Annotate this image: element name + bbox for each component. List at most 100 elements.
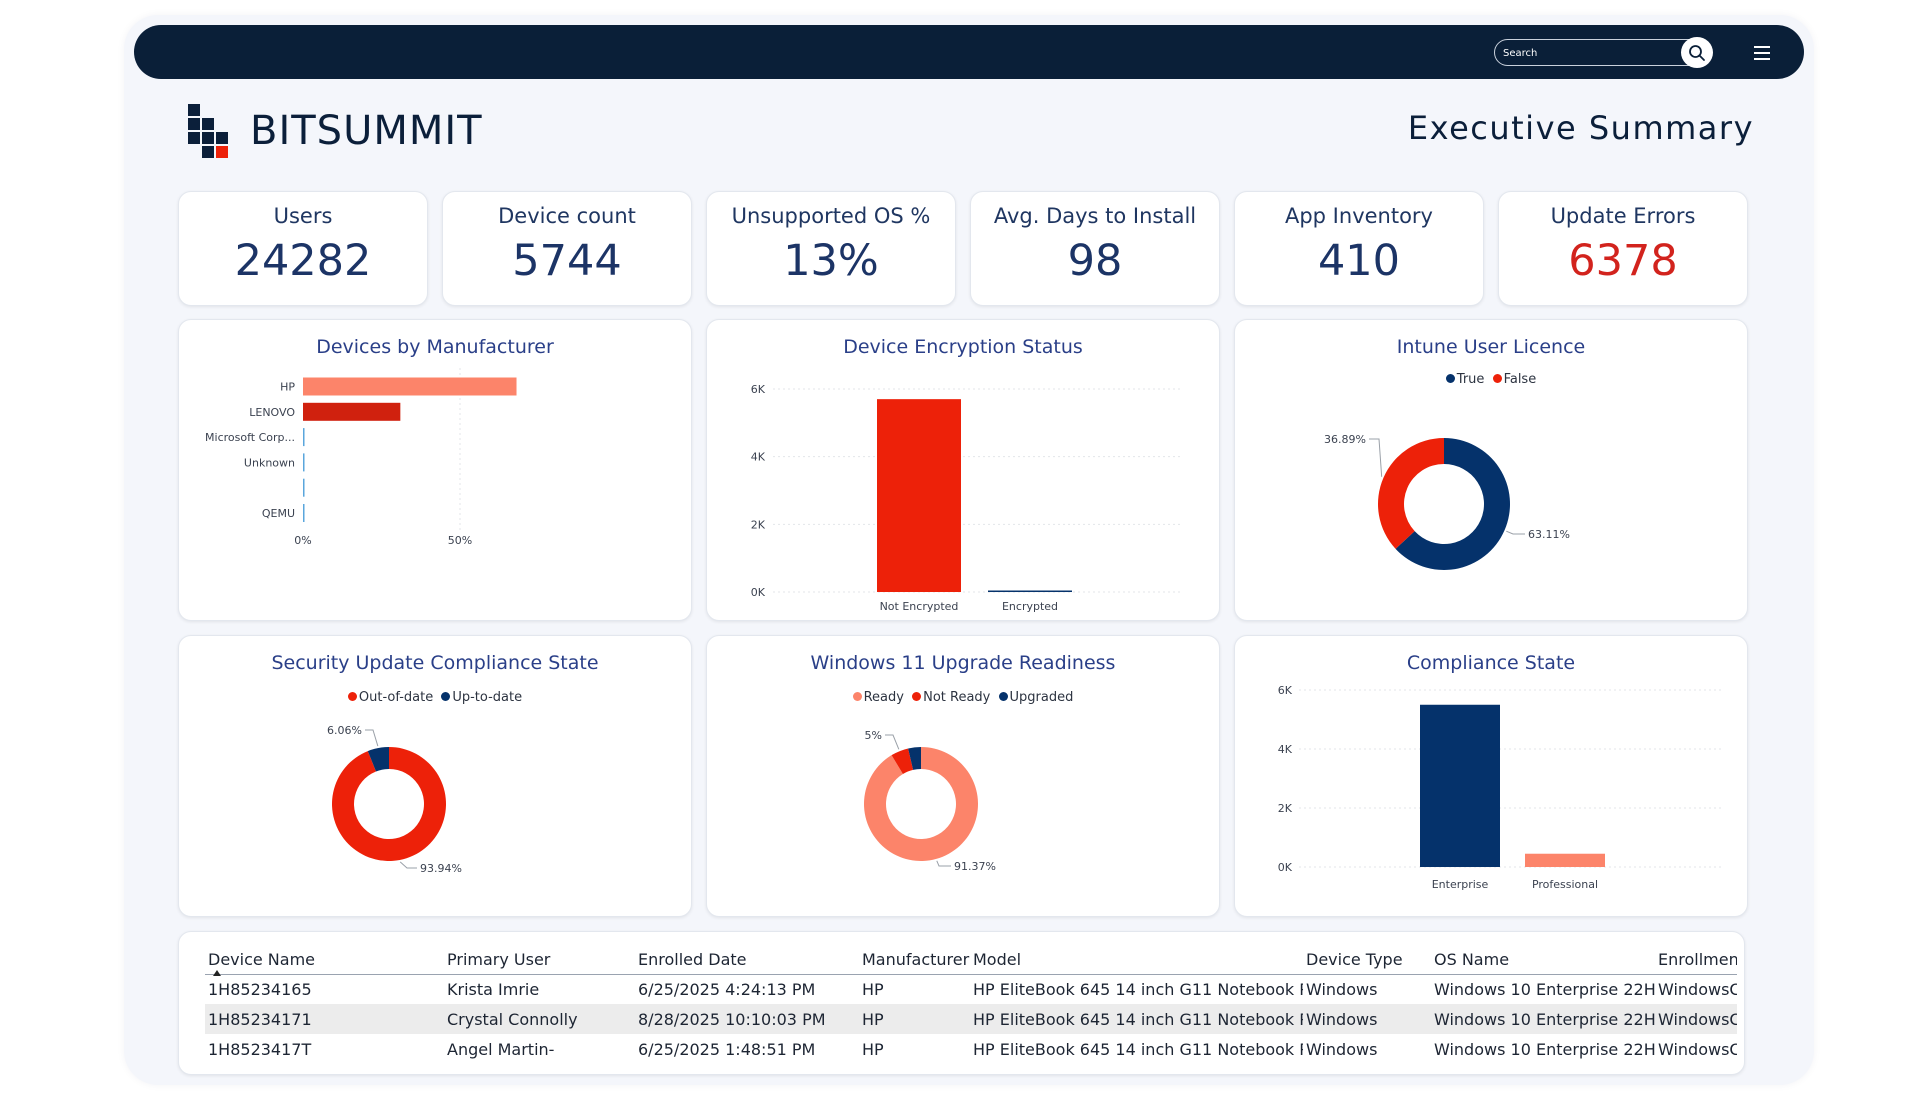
kpi-label: Device count	[498, 204, 636, 228]
column-header-model[interactable]: Model	[970, 946, 1303, 975]
table-cell: 1H8523417T	[208, 1039, 312, 1059]
column-header-device-type[interactable]: Device Type	[1303, 946, 1431, 975]
kpi-card-unsupported-os: Unsupported OS % 13%	[706, 191, 956, 306]
category-label: Encrypted	[1002, 600, 1058, 613]
bar	[303, 402, 401, 421]
bar	[1420, 704, 1500, 867]
chart-legend: Ready Not Ready Upgraded	[707, 690, 1219, 705]
legend-item[interactable]: Not Ready	[912, 690, 990, 705]
table-cell: HP	[862, 979, 884, 999]
kpi-value: 24282	[234, 236, 372, 286]
kpi-card-update-errors: Update Errors 6378	[1498, 191, 1748, 306]
legend-label: Ready	[863, 690, 904, 705]
chart-card-windows11-readiness: Windows 11 Upgrade Readiness Ready Not R…	[706, 635, 1220, 917]
table-cell: Krista Imrie	[447, 979, 540, 999]
table-cell: 8/28/2025 10:10:03 PM	[635, 1004, 859, 1034]
table-row[interactable]: 1H85234165 Krista Imrie 6/25/2025 4:24:1…	[205, 974, 1737, 1004]
legend-item[interactable]: Upgraded	[998, 690, 1073, 705]
column-header-device-name[interactable]: Device Name	[205, 946, 444, 975]
page-title: Executive Summary	[1407, 109, 1754, 147]
column-header-primary-user[interactable]: Primary User	[444, 946, 635, 975]
tick-label: 6K	[751, 383, 766, 396]
column-header-enrolled-date[interactable]: Enrolled Date	[635, 946, 859, 975]
callout-line	[365, 729, 379, 747]
bar	[303, 504, 305, 522]
kpi-label: Update Errors	[1550, 204, 1696, 228]
legend-swatch	[912, 692, 922, 701]
chart-card-device-encryption: Device Encryption Status 0K 2K 4K 6K Not Enc…	[706, 319, 1220, 621]
chart-card-compliance-state: Compliance State 0K 2K 4K 6K Enterprise Profe…	[1234, 635, 1748, 917]
legend-item[interactable]: Up-to-date	[441, 690, 522, 705]
data-label: 6.06%	[327, 724, 362, 737]
legend-swatch	[441, 692, 451, 701]
column-header-os-name[interactable]: OS Name	[1431, 946, 1655, 975]
table-row[interactable]: 1H85234171 Crystal Connolly 8/28/2025 10…	[205, 1004, 1737, 1034]
legend-item[interactable]: False	[1492, 372, 1536, 387]
table-cell: 6/25/2025 1:48:51 PM	[638, 1039, 816, 1059]
callout-line	[399, 861, 417, 869]
bar	[303, 377, 517, 396]
table-cell: WindowsC	[1658, 1039, 1737, 1059]
donut-slice	[367, 747, 389, 772]
data-label: 93.94%	[420, 862, 462, 875]
donut-slice	[1395, 438, 1510, 570]
category-label: Not Encrypted	[880, 600, 959, 613]
callout-line	[936, 860, 951, 867]
tick-label: 6K	[1278, 684, 1293, 697]
column-header-enrollment[interactable]: Enrollmen	[1655, 946, 1737, 975]
donut-slice	[864, 747, 978, 861]
search-button[interactable]	[1681, 37, 1713, 68]
kpi-value: 5744	[512, 236, 622, 286]
chart-title: Device Encryption Status	[843, 336, 1083, 358]
kpi-value: 410	[1317, 236, 1401, 286]
legend-label: True	[1456, 372, 1485, 387]
security-update-chart: 93.94% 6.06%	[327, 724, 462, 875]
legend-swatch	[347, 692, 357, 701]
kpi-card-device-count: Device count 5744	[442, 191, 692, 306]
column-header-manufacturer[interactable]: Manufacturer	[859, 946, 970, 975]
bar	[303, 453, 305, 472]
legend-item[interactable]: Out-of-date	[347, 690, 433, 705]
data-label: 63.11%	[1528, 528, 1570, 541]
table-cell: Windows 10 Enterprise 22H2	[1431, 1004, 1655, 1034]
windows11-readiness-chart: 91.37% 5%	[864, 729, 996, 873]
bar	[303, 478, 305, 497]
kpi-label: Unsupported OS %	[731, 204, 931, 228]
devices-table: Device Name Primary User Enrolled Date M…	[205, 946, 1737, 1064]
kpi-value: 98	[1067, 236, 1123, 286]
donut-slice	[332, 747, 447, 861]
legend-swatch	[1445, 374, 1455, 383]
hamburger-menu-icon[interactable]	[1754, 46, 1774, 62]
search-input[interactable]	[1503, 44, 1653, 62]
bar	[988, 590, 1072, 593]
devices-table-card: Device Name Primary User Enrolled Date M…	[178, 931, 1745, 1075]
kpi-label: Avg. Days to Install	[993, 204, 1197, 228]
legend-swatch	[852, 692, 862, 701]
donut-slice	[1378, 438, 1444, 549]
legend-item[interactable]: Ready	[852, 690, 904, 705]
table-cell: WindowsC	[1658, 979, 1737, 999]
chart-title: Devices by Manufacturer	[316, 336, 554, 358]
kpi-card-avg-days-to-install: Avg. Days to Install 98	[970, 191, 1220, 306]
tick-label: 50%	[448, 534, 472, 547]
kpi-label: App Inventory	[1284, 204, 1433, 228]
callout-line	[1369, 438, 1383, 477]
kpi-value: 6378	[1568, 236, 1678, 286]
legend-item[interactable]: True	[1445, 372, 1485, 387]
chart-title: Intune User Licence	[1396, 336, 1586, 358]
devices-by-manufacturer-chart: HP LENOVO Microsoft Corp... Unknown QEMU 0% 50…	[205, 368, 517, 547]
category-label: Microsoft Corp...	[205, 431, 295, 444]
table-cell: HP	[859, 1004, 970, 1034]
sort-ascending-icon[interactable]	[213, 970, 221, 976]
search-box[interactable]	[1494, 39, 1706, 66]
donut-slice	[908, 747, 921, 770]
data-label: 5%	[865, 729, 882, 742]
brand-name: BITSUMMIT	[250, 108, 483, 154]
data-label: 91.37%	[954, 860, 996, 873]
bar	[303, 428, 305, 447]
category-label: Enterprise	[1432, 878, 1489, 891]
table-cell: 1H85234171	[205, 1004, 444, 1034]
table-row[interactable]: 1H8523417T Angel Martin- 6/25/2025 1:48:…	[205, 1034, 1737, 1064]
table-cell: HP EliteBook 645 14 inch G11 Notebook PC	[970, 1004, 1303, 1034]
tick-label: 4K	[1278, 743, 1293, 756]
